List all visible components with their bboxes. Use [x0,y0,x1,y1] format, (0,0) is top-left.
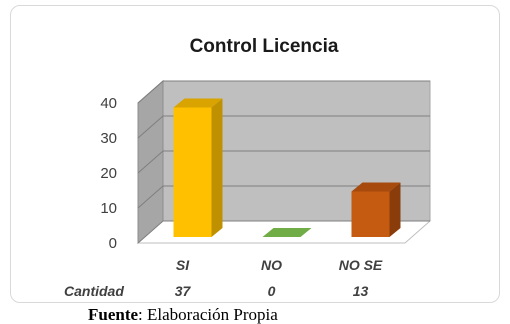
y-tick-label: 10 [100,200,117,217]
y-tick-label: 20 [100,165,117,182]
category-label: NO SE [339,257,383,273]
chart-title: Control Licencia [190,36,339,57]
category-label: SI [176,257,190,273]
caption-text: : Elaboración Propia [138,306,278,324]
caption-label: Fuente [88,306,139,324]
bar [351,191,390,237]
y-tick-label: 40 [100,95,117,112]
bar-top [173,98,223,108]
data-value-label: 0 [268,283,276,299]
bars [173,98,401,237]
y-tick-label: 0 [109,235,117,252]
bar-side [211,98,223,237]
bar [173,107,212,237]
gridline [137,115,430,139]
data-value-label: 13 [353,283,369,299]
gridline [137,150,430,174]
gridline [137,80,430,104]
bar-side [389,182,401,237]
category-label: NO [261,257,282,273]
data-table: SI 37 NO 0 NO SE 13 Cantidad [64,257,383,299]
gridline [137,220,430,244]
table-row-label: Cantidad [64,283,124,299]
data-value-label: 37 [175,283,192,299]
y-axis-ticks: 0 10 20 30 40 [100,95,117,252]
bar-top [262,228,312,237]
figure-caption: Fuente: Elaboración Propia [88,306,278,324]
bar-top [351,182,401,192]
gridlines [137,80,430,244]
y-tick-label: 30 [100,130,117,147]
gridline [137,185,430,209]
